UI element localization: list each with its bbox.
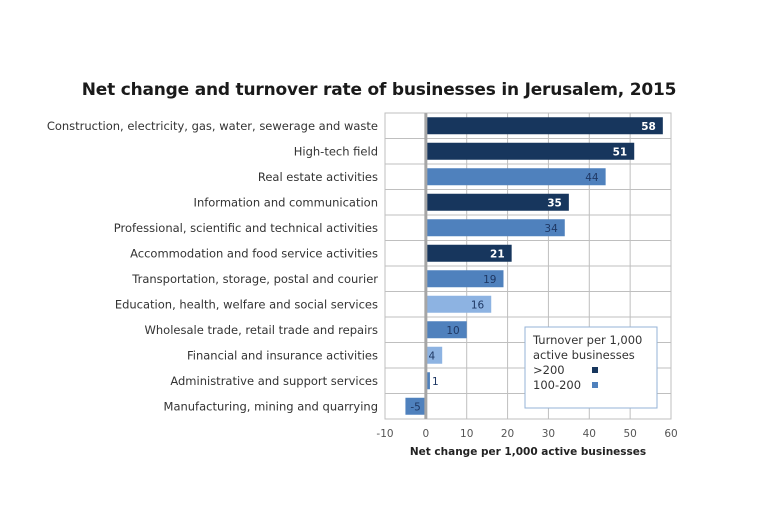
category-label: Education, health, welfare and social se… bbox=[115, 297, 378, 311]
bar bbox=[425, 168, 606, 186]
category-label: Construction, electricity, gas, water, s… bbox=[47, 119, 378, 133]
legend: Turnover per 1,000 active businesses >20… bbox=[524, 326, 658, 409]
x-axis-title: Net change per 1,000 active businesses bbox=[410, 446, 646, 458]
category-labels: Construction, electricity, gas, water, s… bbox=[47, 119, 378, 414]
x-tick-label: 0 bbox=[423, 428, 430, 440]
category-label: Manufacturing, mining and quarrying bbox=[164, 399, 378, 413]
x-tick-label: 50 bbox=[623, 428, 636, 440]
bar bbox=[405, 397, 426, 415]
legend-box bbox=[524, 326, 658, 409]
legend-label-100-200: 100-200 bbox=[533, 378, 581, 392]
x-tick-label: -10 bbox=[376, 428, 393, 440]
category-label: Professional, scientific and technical a… bbox=[114, 221, 378, 235]
x-tick-label: 60 bbox=[664, 428, 677, 440]
data-label: 21 bbox=[490, 248, 505, 260]
data-label: 35 bbox=[547, 197, 562, 209]
legend-swatch-100-200 bbox=[592, 382, 598, 388]
x-tick-label: 40 bbox=[583, 428, 596, 440]
category-label: Administrative and support services bbox=[170, 374, 378, 388]
legend-title-line-2: active businesses bbox=[533, 348, 635, 362]
data-label: 1 bbox=[432, 376, 439, 388]
x-tick-label: 20 bbox=[501, 428, 514, 440]
bar bbox=[425, 117, 663, 135]
category-label: High-tech field bbox=[294, 144, 378, 158]
x-tick-label: 30 bbox=[542, 428, 555, 440]
data-label: 19 bbox=[483, 274, 496, 286]
x-tick-label: 10 bbox=[460, 428, 473, 440]
category-label: Wholesale trade, retail trade and repair… bbox=[145, 323, 378, 337]
x-tick-labels: -10 0 10 20 30 40 50 60 bbox=[376, 428, 677, 440]
chart-title: Net change and turnover rate of business… bbox=[81, 80, 677, 100]
bar bbox=[425, 219, 565, 237]
data-label: 44 bbox=[585, 172, 599, 184]
category-label: Accommodation and food service activitie… bbox=[130, 246, 378, 260]
data-label: 10 bbox=[446, 325, 459, 337]
bar bbox=[425, 270, 504, 288]
bar bbox=[425, 244, 512, 262]
category-label: Transportation, storage, postal and cour… bbox=[131, 272, 378, 286]
bar bbox=[425, 193, 569, 211]
bar bbox=[425, 346, 443, 364]
bar bbox=[425, 295, 492, 313]
category-label: Financial and insurance activities bbox=[187, 348, 378, 362]
data-label: 16 bbox=[471, 299, 485, 311]
legend-title-line-1: Turnover per 1,000 bbox=[532, 333, 642, 347]
category-label: Information and communication bbox=[194, 195, 378, 209]
bar bbox=[425, 372, 430, 390]
data-label: 4 bbox=[429, 350, 436, 362]
bar bbox=[425, 321, 467, 339]
legend-label-gt200: >200 bbox=[533, 363, 565, 377]
legend-swatch-gt200 bbox=[592, 367, 598, 373]
data-label: -5 bbox=[410, 401, 420, 413]
bars: 58 51 44 35 34 21 19 16 10 4 1 -5 bbox=[405, 113, 663, 419]
data-label: 34 bbox=[544, 223, 558, 235]
category-label: Real estate activities bbox=[258, 170, 378, 184]
data-label: 51 bbox=[613, 146, 628, 158]
bar bbox=[425, 142, 635, 160]
data-label: 58 bbox=[641, 121, 656, 133]
